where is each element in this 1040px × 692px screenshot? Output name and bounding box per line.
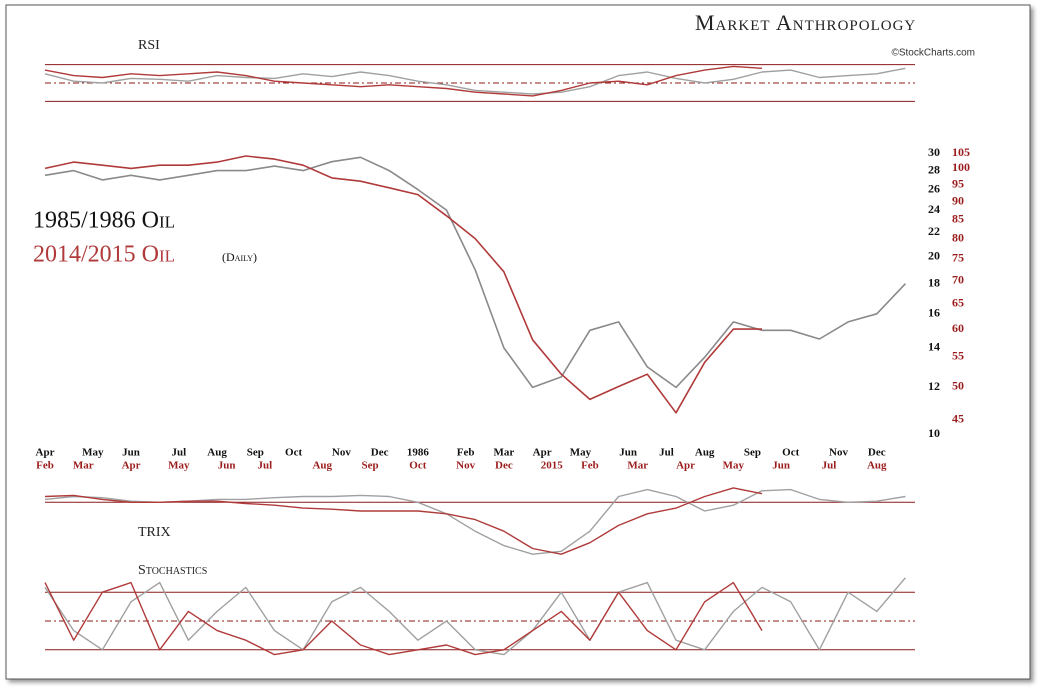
x2-tick-label: Aug [312, 460, 332, 472]
series-line [44, 65, 763, 97]
x-tick-label: 1986 [407, 447, 430, 459]
x2-tick-label: May [723, 460, 745, 472]
y2-tick-label: 70 [952, 272, 964, 286]
x2-tick-label: Aug [867, 460, 887, 472]
y2-tick-label: 50 [952, 378, 964, 392]
y-tick-label: 24 [928, 202, 940, 216]
x-tick-label: Aug [207, 447, 227, 459]
x2-tick-label: Nov [456, 460, 475, 472]
panel-title: Stochastics [138, 563, 207, 578]
x-tick-label: Apr [36, 447, 55, 459]
x-tick-label: Sep [247, 447, 264, 459]
y-tick-label: 14 [928, 340, 940, 354]
x-tick-label: Jul [659, 447, 674, 459]
series-line [44, 581, 763, 656]
y2-tick-label: 100 [952, 160, 970, 174]
annotation: (Daily) [222, 250, 257, 264]
x-tick-label: Sep [744, 447, 761, 459]
legend-entry: 2014/2015 Oil [33, 242, 175, 268]
y-tick-label: 26 [928, 181, 940, 195]
series-line [44, 487, 763, 555]
y-tick-label: 16 [928, 306, 940, 320]
x-tick-label: Jun [619, 447, 637, 459]
x2-tick-label: Jul [258, 460, 273, 472]
x-tick-label: Feb [457, 447, 475, 459]
x2-tick-label: May [168, 460, 190, 472]
x2-tick-label: Apr [676, 460, 695, 472]
y-tick-label: 18 [928, 275, 940, 289]
credit: ©StockCharts.com [891, 48, 975, 59]
x2-tick-label: Mar [73, 460, 94, 472]
y-tick-label: 28 [928, 162, 940, 176]
panel-title: RSI [138, 38, 160, 53]
y-tick-label: 30 [928, 145, 940, 159]
x2-tick-label: Jun [772, 460, 790, 472]
series-line [44, 156, 906, 389]
y2-tick-label: 90 [952, 193, 964, 207]
panel-title: TRIX [138, 525, 171, 540]
x2-tick-label: Feb [36, 460, 54, 472]
x-tick-label: Apr [533, 447, 552, 459]
frame [5, 4, 1031, 680]
x-tick-label: Dec [868, 447, 886, 459]
x-tick-label: Oct [782, 447, 799, 459]
x-tick-label: May [570, 447, 592, 459]
y2-tick-label: 105 [952, 145, 970, 159]
series-line [44, 577, 906, 656]
y2-tick-label: 45 [952, 411, 964, 425]
x2-tick-label: Sep [361, 460, 378, 472]
x-tick-label: Jul [172, 447, 187, 459]
y2-tick-label: 80 [952, 230, 964, 244]
series-line [44, 155, 762, 414]
y2-tick-label: 95 [952, 176, 964, 190]
x2-tick-label: Jun [218, 460, 236, 472]
x-tick-label: Oct [285, 447, 302, 459]
x-tick-label: Aug [695, 447, 715, 459]
y2-tick-label: 75 [952, 251, 964, 265]
x-tick-label: Jun [122, 447, 140, 459]
series-line [44, 67, 906, 95]
x-tick-label: Dec [371, 447, 389, 459]
x-tick-label: May [82, 447, 104, 459]
x2-tick-label: Feb [581, 460, 599, 472]
y-tick-label: 10 [928, 426, 940, 440]
x2-tick-label: Dec [495, 460, 513, 472]
y2-tick-label: 65 [952, 296, 964, 310]
x2-tick-label: 2015 [541, 460, 564, 472]
x2-tick-label: Mar [627, 460, 648, 472]
x2-tick-label: Jul [822, 460, 837, 472]
x-tick-label: Mar [494, 447, 515, 459]
x-tick-label: Nov [829, 447, 848, 459]
brand-title: Market Anthropology [695, 10, 916, 35]
y-tick-label: 12 [928, 379, 940, 393]
y-tick-label: 22 [928, 224, 940, 238]
y-tick-label: 20 [928, 248, 940, 262]
legend-entry: 1985/1986 Oil [33, 208, 175, 234]
y2-tick-label: 60 [952, 321, 964, 335]
y2-tick-label: 85 [952, 211, 964, 225]
x2-tick-label: Apr [122, 460, 141, 472]
x-tick-label: Nov [332, 447, 351, 459]
y2-tick-label: 55 [952, 348, 964, 362]
x2-tick-label: Oct [409, 460, 426, 472]
